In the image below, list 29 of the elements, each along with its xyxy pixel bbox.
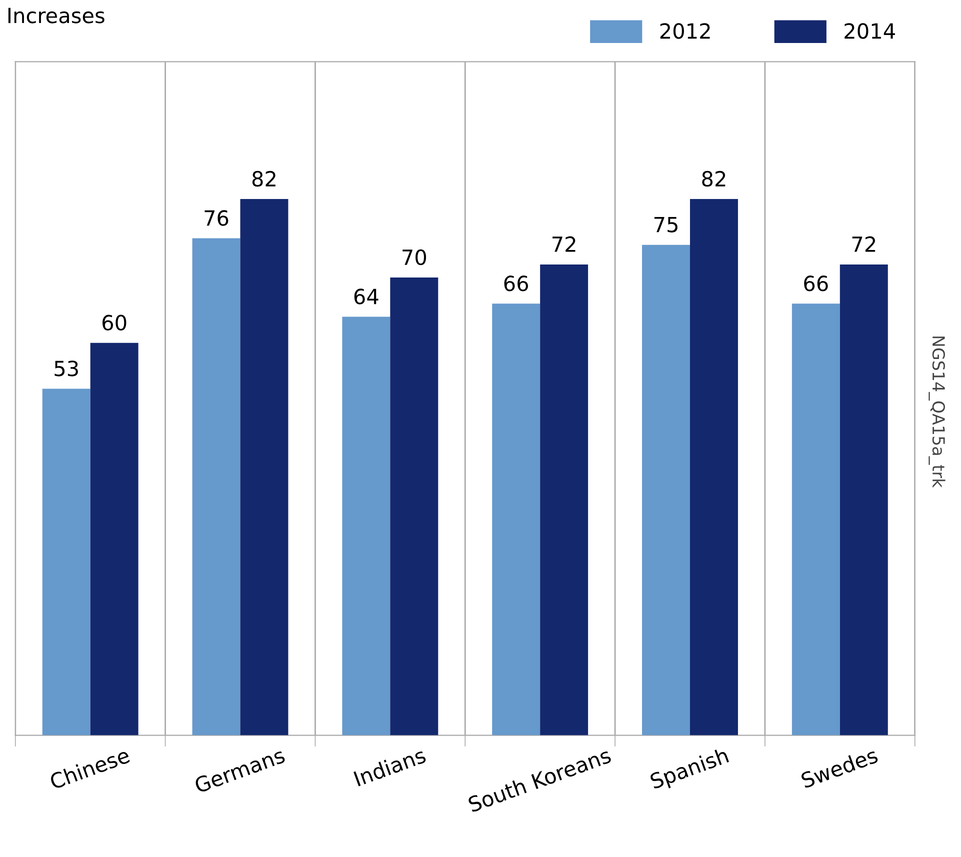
bar [390,278,438,736]
data-label: 72 [552,236,576,252]
x-tick-label: Indians [353,746,427,787]
bar [192,238,240,736]
data-label: 70 [402,249,426,266]
bar [342,316,390,736]
data-label: 82 [252,170,276,187]
data-label: 53 [54,360,78,376]
bar [642,244,690,736]
data-label: 60 [102,314,126,331]
data-label: 82 [702,170,726,187]
data-label: 76 [204,210,228,226]
bar [540,264,588,736]
data-label: 66 [504,276,528,292]
data-label: 64 [354,288,378,304]
bar [240,199,288,736]
bar [840,264,888,736]
legend-label: 2012 [660,23,710,39]
bar [792,304,840,736]
bar [690,199,738,736]
text: NGS14_QA15a_trk [928,336,946,488]
data-label: 75 [654,216,678,232]
legend-label: 2014 [844,23,895,39]
bar [42,388,90,736]
chart-title: Increases [8,8,104,24]
bar [90,342,138,736]
bar [492,304,540,736]
data-label: 66 [804,276,828,292]
data-label: 72 [852,236,876,252]
